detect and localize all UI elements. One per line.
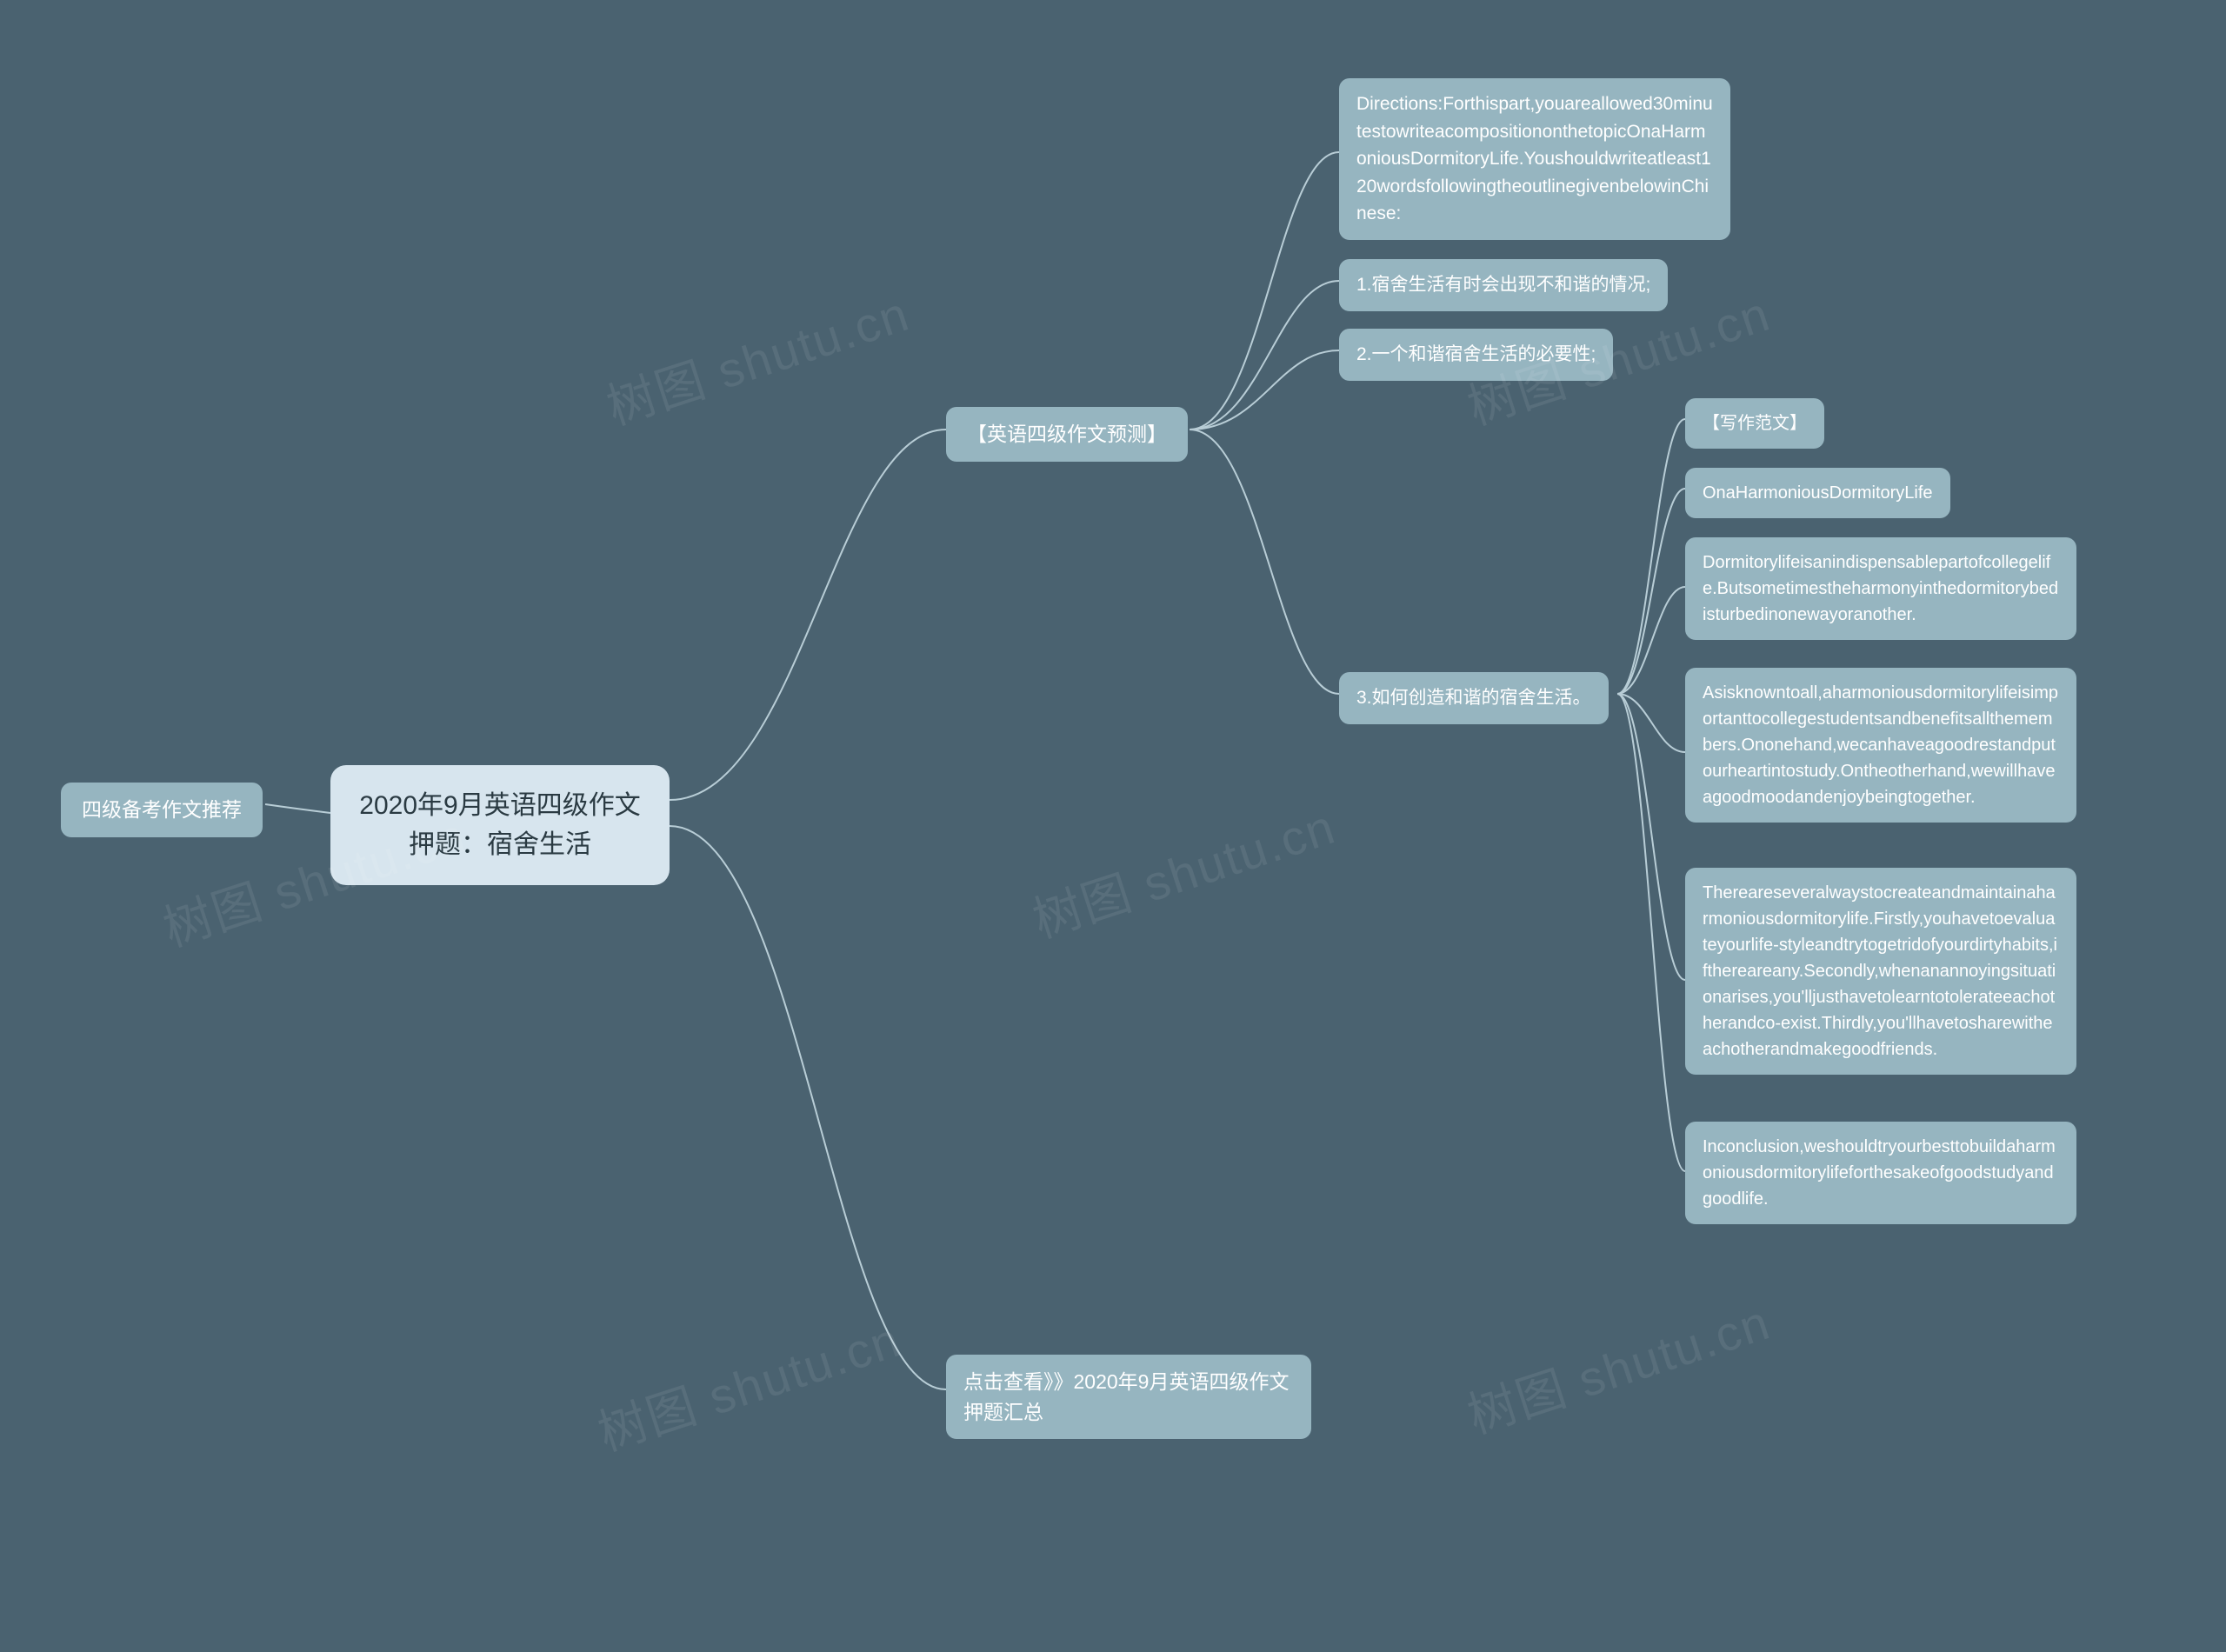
watermark-text: 树图 shutu.cn — [1023, 788, 1343, 952]
watermark-text: 树图 shutu.cn — [1457, 1283, 1778, 1448]
left-branch-node: 四级备考作文推荐 — [61, 783, 263, 837]
directions-text: Directions:Forthispart,youareallowed30mi… — [1356, 94, 1713, 223]
outline3-text: 3.如何创造和谐的宿舍生活。 — [1356, 688, 1591, 708]
directions-node: Directions:Forthispart,youareallowed30mi… — [1339, 78, 1730, 240]
prediction-node: 【英语四级作文预测】 — [946, 407, 1188, 462]
outline3-node: 3.如何创造和谐的宿舍生活。 — [1339, 672, 1609, 724]
prediction-label: 【英语四级作文预测】 — [967, 423, 1167, 445]
para2-text: Asisknowntoall,aharmoniousdormitorylifei… — [1703, 683, 2058, 807]
para3-text: Thereareseveralwaystocreateandmaintainah… — [1703, 883, 2057, 1059]
left-branch-label: 四级备考作文推荐 — [82, 798, 242, 821]
para4-text: Inconclusion,weshouldtryourbesttobuildah… — [1703, 1137, 2056, 1209]
sample-heading-node: OnaHarmoniousDormitoryLife — [1685, 468, 1950, 518]
summary-link-node[interactable]: 点击查看》》2020年9月英语四级作文押题汇总 — [946, 1355, 1311, 1439]
outline1-text: 1.宿舍生活有时会出现不和谐的情况; — [1356, 275, 1650, 295]
summary-link-text: 点击查看》》2020年9月英语四级作文押题汇总 — [963, 1370, 1289, 1423]
outline2-text: 2.一个和谐宿舍生活的必要性; — [1356, 344, 1596, 364]
para1-node: Dormitorylifeisanindispensablepartofcoll… — [1685, 537, 2076, 640]
sample-title-text: 【写作范文】 — [1703, 414, 1807, 433]
sample-title-node: 【写作范文】 — [1685, 398, 1824, 449]
outline1-node: 1.宿舍生活有时会出现不和谐的情况; — [1339, 259, 1668, 311]
watermark-text: 树图 shutu.cn — [596, 275, 917, 439]
sample-heading-text: OnaHarmoniousDormitoryLife — [1703, 483, 1933, 503]
root-node: 2020年9月英语四级作文押题：宿舍生活 — [330, 765, 670, 885]
para4-node: Inconclusion,weshouldtryourbesttobuildah… — [1685, 1122, 2076, 1224]
para1-text: Dormitorylifeisanindispensablepartofcoll… — [1703, 553, 2058, 624]
watermark-text: 树图 shutu.cn — [588, 1301, 909, 1465]
para3-node: Thereareseveralwaystocreateandmaintainah… — [1685, 868, 2076, 1075]
outline2-node: 2.一个和谐宿舍生活的必要性; — [1339, 329, 1613, 381]
root-label: 2020年9月英语四级作文押题：宿舍生活 — [359, 791, 640, 859]
para2-node: Asisknowntoall,aharmoniousdormitorylifei… — [1685, 668, 2076, 823]
